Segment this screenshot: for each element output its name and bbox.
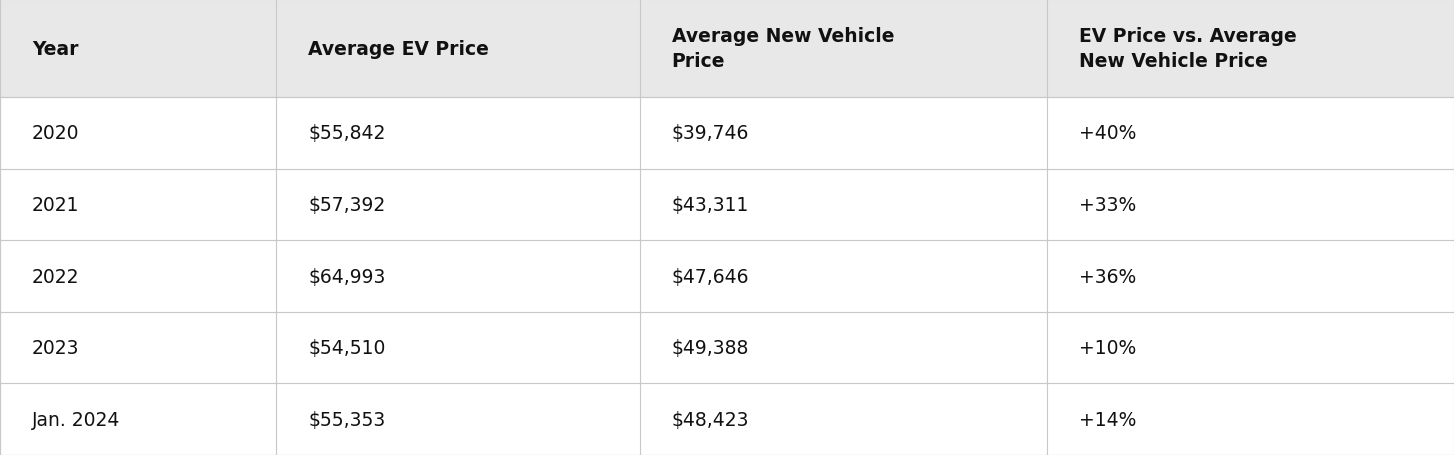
Text: $64,993: $64,993	[308, 267, 385, 286]
Bar	[0, 241, 276, 312]
Text: +33%: +33%	[1079, 196, 1136, 214]
Text: Average New Vehicle
Price: Average New Vehicle Price	[672, 27, 894, 71]
Bar	[276, 169, 640, 241]
Bar	[640, 0, 1047, 98]
Bar	[1047, 169, 1454, 241]
Text: $54,510: $54,510	[308, 339, 385, 357]
Text: $55,353: $55,353	[308, 410, 385, 429]
Bar	[640, 241, 1047, 312]
Text: +14%: +14%	[1079, 410, 1136, 429]
Bar	[276, 241, 640, 312]
Text: 2020: 2020	[32, 124, 80, 143]
Bar	[640, 98, 1047, 169]
Bar	[640, 384, 1047, 455]
Text: +10%: +10%	[1079, 339, 1136, 357]
Bar	[276, 312, 640, 384]
Bar	[276, 0, 640, 98]
Bar	[0, 0, 276, 98]
Text: Jan. 2024: Jan. 2024	[32, 410, 121, 429]
Text: EV Price vs. Average
New Vehicle Price: EV Price vs. Average New Vehicle Price	[1079, 27, 1297, 71]
Text: $47,646: $47,646	[672, 267, 749, 286]
Bar	[1047, 384, 1454, 455]
Bar	[0, 98, 276, 169]
Bar	[1047, 0, 1454, 98]
Bar	[1047, 98, 1454, 169]
Text: Year: Year	[32, 40, 79, 58]
Bar	[0, 169, 276, 241]
Bar	[1047, 312, 1454, 384]
Bar	[1047, 241, 1454, 312]
Text: 2021: 2021	[32, 196, 80, 214]
Bar	[276, 384, 640, 455]
Text: $43,311: $43,311	[672, 196, 749, 214]
Text: +40%: +40%	[1079, 124, 1136, 143]
Bar	[0, 312, 276, 384]
Text: 2023: 2023	[32, 339, 80, 357]
Text: $55,842: $55,842	[308, 124, 385, 143]
Bar	[276, 98, 640, 169]
Text: $57,392: $57,392	[308, 196, 385, 214]
Text: +36%: +36%	[1079, 267, 1136, 286]
Bar	[640, 169, 1047, 241]
Text: $39,746: $39,746	[672, 124, 749, 143]
Text: Average EV Price: Average EV Price	[308, 40, 489, 58]
Bar	[0, 384, 276, 455]
Text: $49,388: $49,388	[672, 339, 749, 357]
Text: 2022: 2022	[32, 267, 80, 286]
Text: $48,423: $48,423	[672, 410, 749, 429]
Bar	[640, 312, 1047, 384]
